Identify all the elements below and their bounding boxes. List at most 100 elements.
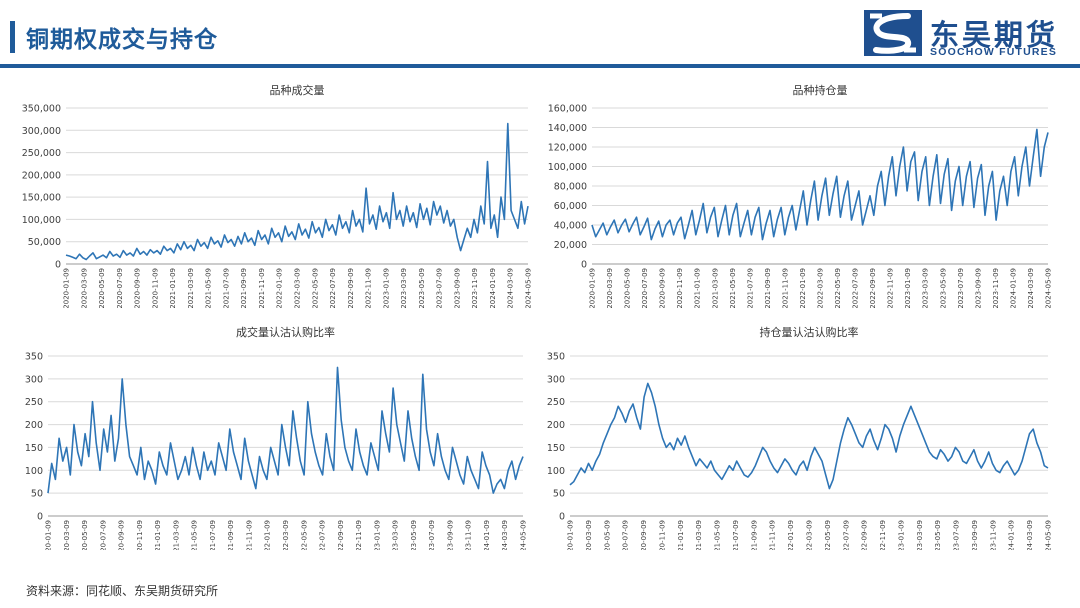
y-tick-label: 0 [37, 512, 43, 523]
x-tick-label: 2022-11-09 [365, 268, 373, 308]
y-tick-label: 0 [559, 512, 565, 523]
y-tick-label: 50 [553, 489, 565, 500]
oi-put-call-ratio-chart: 持仓量认沽认购比率 0 50 100 150 200 250 300 350 2020-01-09… [547, 325, 1053, 550]
x-tick-label: 2022-07-09 [319, 520, 327, 550]
x-tick-label: 2023-01-09 [373, 520, 381, 550]
x-tick-label: 2021-11-09 [245, 520, 253, 550]
x-tick-label: 2023-03-09 [922, 268, 930, 308]
x-tick-label: 2021-03-09 [711, 268, 719, 308]
x-tick-label: 2022-09-09 [869, 268, 877, 308]
x-tick-label: 2022-03-09 [806, 520, 814, 550]
y-tick-label: 300,000 [22, 126, 61, 137]
x-tick-label: 2020-11-09 [658, 520, 666, 550]
x-tick-label: 2021-03-09 [695, 520, 703, 550]
x-tick-label: 2022-11-09 [879, 520, 887, 550]
x-tick-label: 2020-11-09 [151, 268, 159, 308]
x-tick-label: 2022-07-09 [842, 520, 850, 550]
y-tick-label: 100 [547, 466, 565, 477]
y-tick-label: 150 [25, 443, 43, 454]
x-tick-label: 2021-01-09 [169, 268, 177, 308]
x-tick-label: 2023-09-09 [453, 268, 461, 308]
x-tick-label: 2023-05-09 [418, 268, 426, 308]
x-tick-label: 2024-05-09 [1045, 520, 1053, 550]
x-tick-label: 2023-01-09 [382, 268, 390, 308]
x-tick-label: 2023-11-09 [992, 268, 1000, 308]
x-tick-label: 2021-05-09 [191, 520, 199, 550]
y-tick-label: 160,000 [548, 104, 587, 115]
x-tick-label: 2023-09-09 [974, 268, 982, 308]
x-tick-label: 2020-07-09 [99, 520, 107, 550]
x-tick-label: 2021-05-09 [729, 268, 737, 308]
x-tick-label: 2021-09-09 [240, 268, 248, 308]
chart-panel-volume-pcr: 成交量认沽认购比率 0 50 100 150 200 250 300 350 2020-01-09… [8, 320, 538, 550]
y-tick-label: 350 [25, 352, 43, 363]
volume-chart: 品种成交量 0 50,000 100,000 150,000 200,000 250,000… [22, 83, 533, 308]
y-tick-label: 150,000 [22, 193, 61, 204]
x-tick-label: 2022-05-09 [300, 520, 308, 550]
x-tick-label: 2022-07-09 [852, 268, 860, 308]
y-tick-label: 0 [55, 260, 61, 271]
x-tick-label: 2020-11-09 [676, 268, 684, 308]
x-tick-label: 2020-07-09 [622, 520, 630, 550]
header: 铜期权成交与持仓 东吴期货 SOOCHOW FUTURES [0, 0, 1080, 68]
y-tick-label: 50,000 [28, 237, 61, 248]
page-title: 铜期权成交与持仓 [26, 27, 218, 53]
x-tick-label: 2023-05-09 [939, 268, 947, 308]
y-tick-label: 120,000 [548, 143, 587, 154]
x-tick-label: 2024-01-09 [1009, 268, 1017, 308]
x-tick-label: 2020-05-09 [98, 268, 106, 308]
series-line [65, 122, 529, 261]
x-tick-label: 2021-11-09 [769, 520, 777, 550]
x-tick-label: 2020-09-09 [659, 268, 667, 308]
y-tick-label: 100,000 [548, 162, 587, 173]
x-tick-label: 2023-07-09 [953, 520, 961, 550]
x-tick-label: 2020-09-09 [118, 520, 126, 550]
x-tick-label: 2023-01-09 [904, 268, 912, 308]
chart-title: 成交量认沽认购比率 [236, 325, 335, 339]
x-tick-label: 2024-01-09 [483, 520, 491, 550]
x-tick-label: 2021-01-09 [694, 268, 702, 308]
x-tick-label: 2023-11-09 [989, 520, 997, 550]
x-tick-label: 2021-07-09 [732, 520, 740, 550]
x-tick-label: 2022-03-09 [282, 520, 290, 550]
x-tick-label: 2021-05-09 [714, 520, 722, 550]
x-tick-label: 2022-07-09 [329, 268, 337, 308]
y-tick-label: 80,000 [554, 182, 587, 193]
x-tick-label: 2024-05-09 [525, 268, 533, 308]
y-tick-label: 60,000 [554, 201, 587, 212]
y-tick-label: 300 [25, 374, 43, 385]
x-tick-label: 2020-03-09 [80, 268, 88, 308]
y-tick-label: 250 [547, 397, 565, 408]
y-tick-label: 200,000 [22, 170, 61, 181]
y-tick-label: 40,000 [554, 221, 587, 232]
chart-title: 品种持仓量 [793, 83, 848, 97]
x-tick-label: 2023-07-09 [957, 268, 965, 308]
y-tick-label: 350 [547, 352, 565, 363]
x-tick-label: 2020-05-09 [624, 268, 632, 308]
y-tick-label: 200 [25, 420, 43, 431]
x-tick-label: 2021-07-09 [222, 268, 230, 308]
x-tick-label: 2020-03-09 [63, 520, 71, 550]
x-tick-label: 2022-11-09 [355, 520, 363, 550]
x-tick-label: 2020-01-09 [589, 268, 597, 308]
x-tick-label: 2023-11-09 [465, 520, 473, 550]
x-tick-label: 2020-01-09 [63, 268, 71, 308]
chart-title: 品种成交量 [270, 83, 325, 97]
x-tick-label: 2022-01-09 [264, 520, 272, 550]
y-tick-label: 250,000 [22, 148, 61, 159]
x-tick-label: 2023-03-09 [916, 520, 924, 550]
x-tick-label: 2023-07-09 [428, 520, 436, 550]
x-tick-label: 2022-09-09 [861, 520, 869, 550]
y-tick-label: 140,000 [548, 123, 587, 134]
x-tick-label: 2022-03-09 [294, 268, 302, 308]
x-tick-label: 2020-07-09 [116, 268, 124, 308]
x-tick-label: 2021-03-09 [187, 268, 195, 308]
x-tick-label: 2021-11-09 [781, 268, 789, 308]
x-tick-label: 2022-09-09 [347, 268, 355, 308]
x-tick-label: 2020-09-09 [134, 268, 142, 308]
x-tick-label: 2024-03-09 [501, 520, 509, 550]
x-tick-label: 2022-01-09 [799, 268, 807, 308]
x-tick-label: 2024-05-09 [1045, 268, 1053, 308]
x-tick-label: 2022-05-09 [824, 520, 832, 550]
data-source-note: 资料来源：同花顺、东吴期货研究所 [26, 584, 219, 598]
